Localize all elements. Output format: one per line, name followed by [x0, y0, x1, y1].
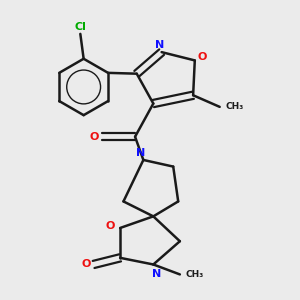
Text: Cl: Cl [74, 22, 86, 32]
Text: CH₃: CH₃ [226, 102, 244, 111]
Text: O: O [106, 221, 115, 231]
Text: O: O [197, 52, 207, 62]
Text: N: N [152, 269, 161, 279]
Text: CH₃: CH₃ [186, 270, 204, 279]
Text: N: N [136, 148, 145, 158]
Text: O: O [82, 260, 91, 269]
Text: N: N [155, 40, 165, 50]
Text: O: O [90, 132, 99, 142]
